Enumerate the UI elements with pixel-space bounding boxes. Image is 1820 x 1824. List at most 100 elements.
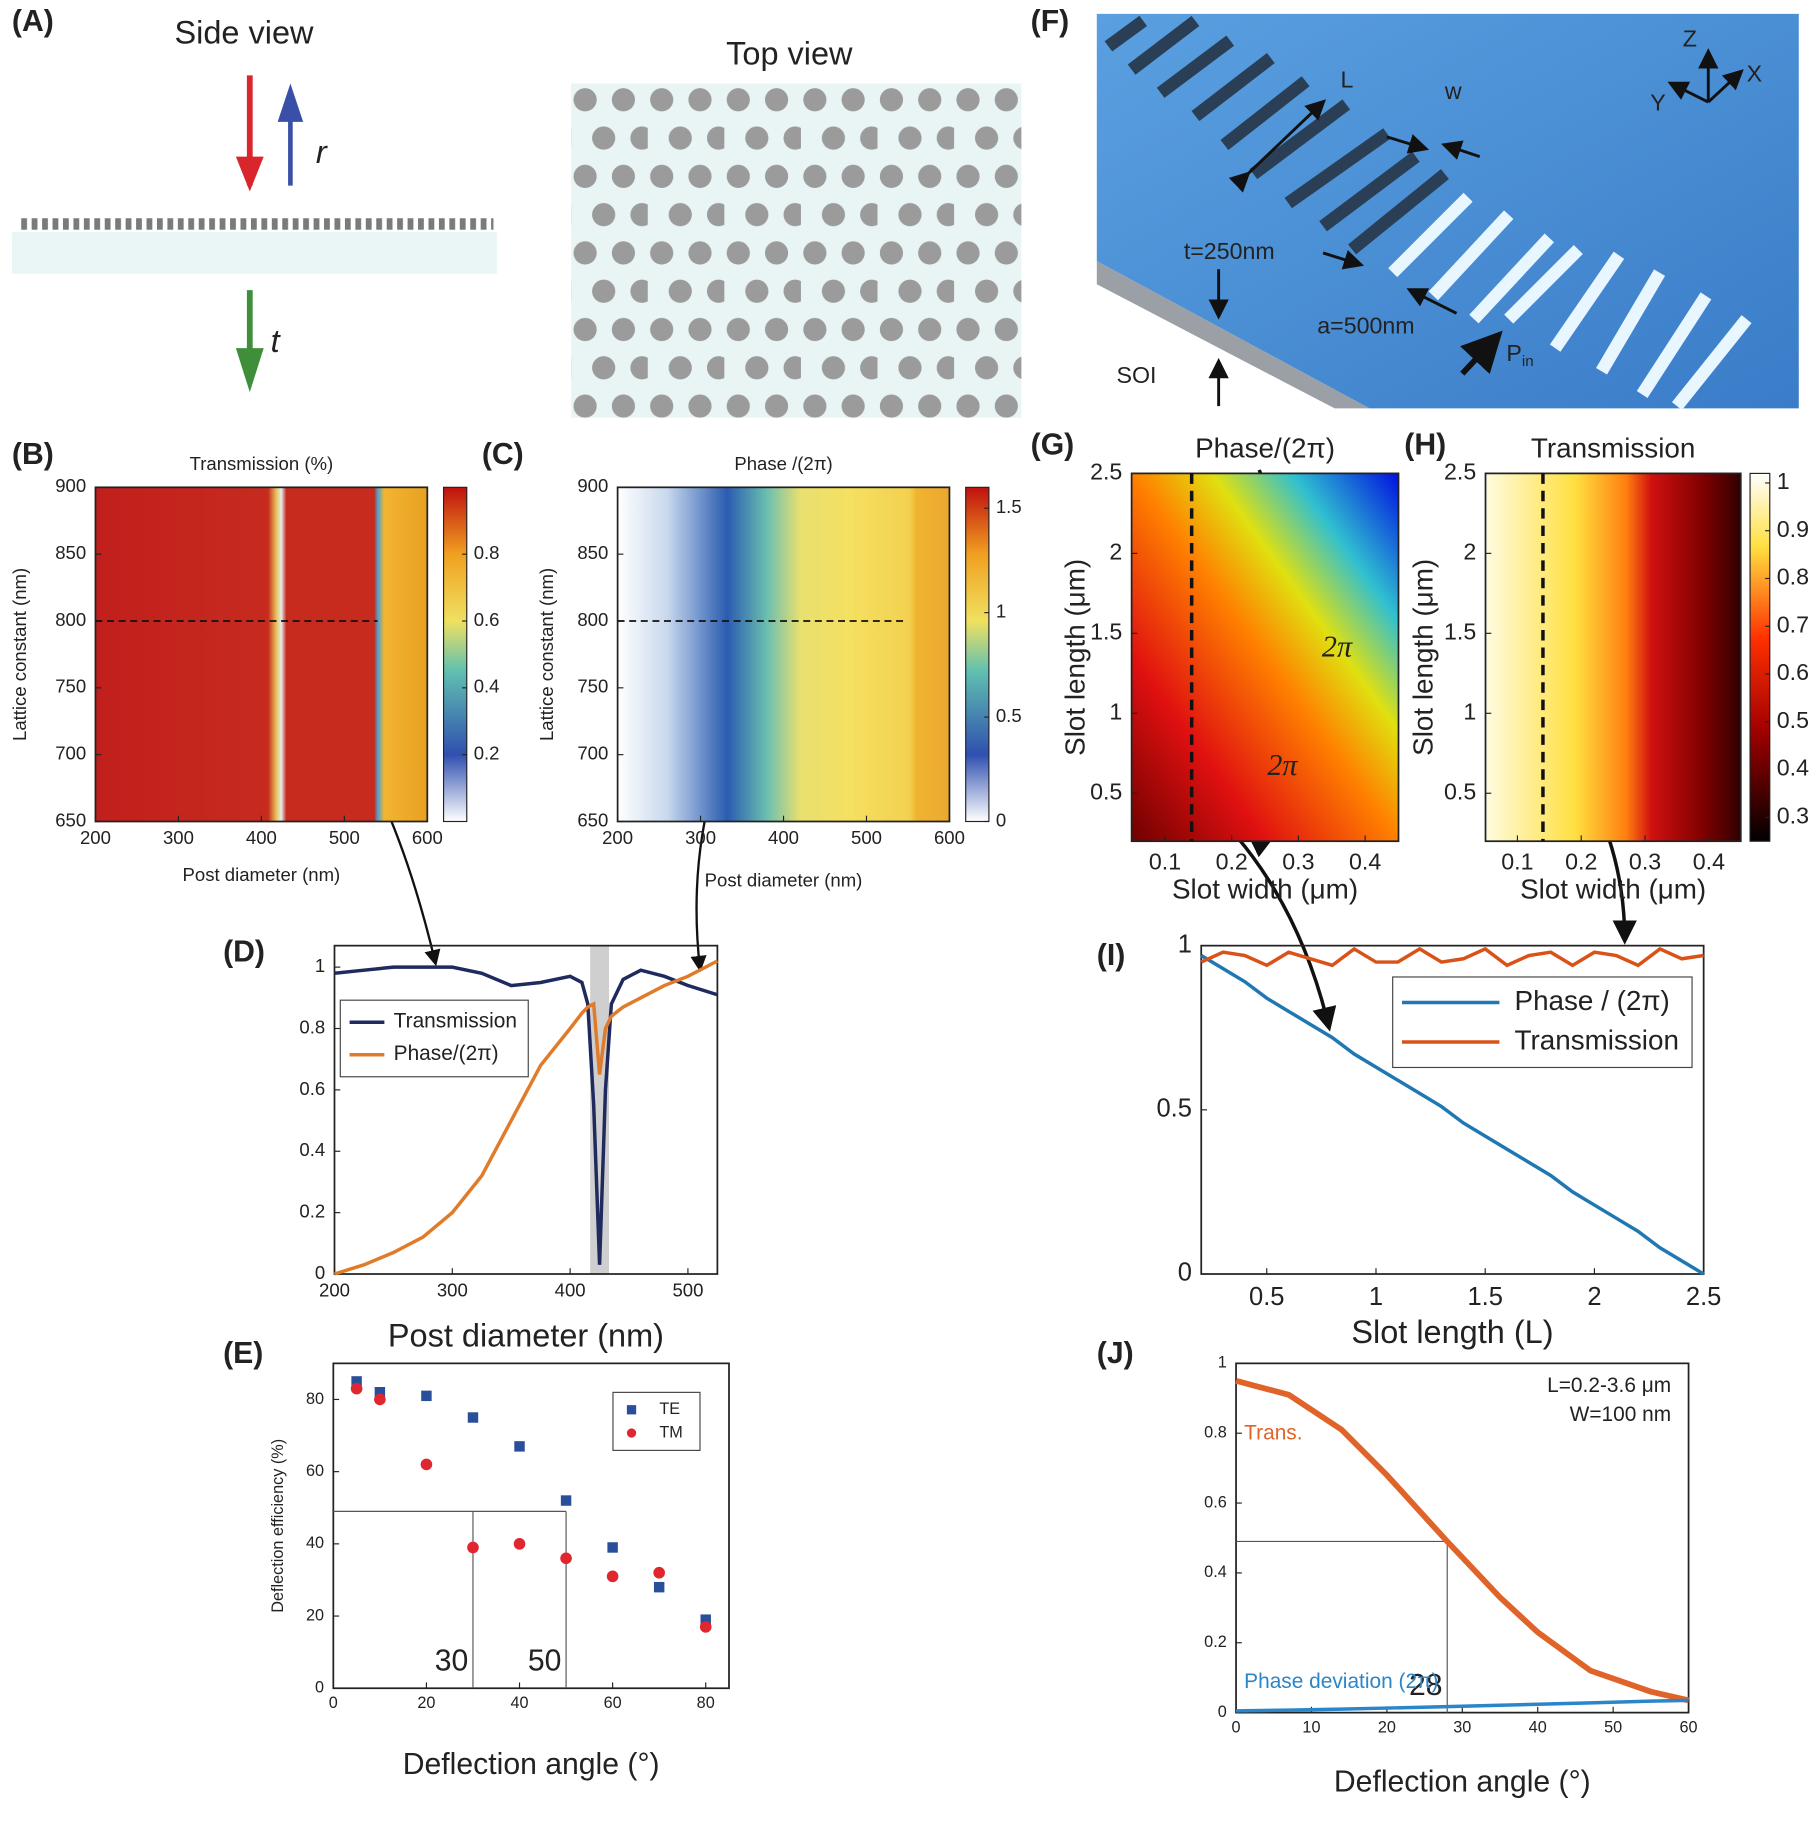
x-tick-label: 0: [329, 1694, 338, 1712]
x-tick-label: 0.5: [1249, 1283, 1284, 1311]
annotation: W=100 nm: [1570, 1403, 1672, 1426]
colorbar: [442, 486, 468, 823]
point: [374, 1393, 386, 1406]
colorbar-tick-label: 1: [996, 601, 1006, 622]
x-tick-label: 80: [697, 1694, 715, 1712]
x-tick-label: 30: [1453, 1718, 1471, 1736]
x-tick-label: 300: [437, 1280, 468, 1301]
chart-title: Phase/(2π): [1195, 433, 1335, 464]
x-tick-label: 0: [1232, 1718, 1241, 1736]
y-tick-label: 20: [306, 1606, 324, 1624]
x-tick-label: 300: [685, 827, 716, 848]
y-tick-label: 850: [577, 542, 608, 563]
colorbar-tick-label: 0.5: [1777, 707, 1809, 733]
chart-title: Transmission (%): [190, 453, 334, 474]
x-axis-label: Slot length (L): [1351, 1314, 1553, 1350]
x-tick-label: 0.1: [1149, 848, 1181, 874]
x-tick-label: 0.4: [1349, 848, 1381, 874]
heatmap: [617, 487, 950, 822]
point: [514, 1441, 525, 1452]
point: [351, 1376, 362, 1387]
legend-label: TE: [659, 1400, 680, 1418]
x-axis-label: Post diameter (nm): [705, 870, 863, 891]
colorbar-tick-label: 0.6: [474, 609, 500, 630]
y-tick-label: 1.5: [1090, 618, 1122, 644]
line: [1235, 1378, 1690, 1704]
panel-label: (F): [1031, 5, 1070, 38]
plot-frame: [332, 1362, 730, 1690]
x-tick-label: 0.4: [1693, 848, 1725, 874]
x-tick-label: 400: [246, 827, 277, 848]
y-tick-label: 0: [315, 1679, 324, 1697]
y-tick-label: 0.8: [1204, 1424, 1227, 1442]
x-tick-label: 500: [672, 1280, 703, 1301]
point: [653, 1566, 665, 1579]
x-axis-label: Post diameter (nm): [183, 864, 341, 885]
y-tick-label: 60: [306, 1462, 324, 1480]
y-tick-label: 0.4: [299, 1139, 325, 1160]
y-tick-label: 700: [55, 743, 86, 764]
line: [334, 965, 718, 1265]
x-tick-label: 1.5: [1467, 1283, 1502, 1311]
y-tick-label: 0.2: [1204, 1633, 1227, 1651]
x-tick-label: 60: [1680, 1718, 1698, 1736]
colorbar: [965, 486, 990, 823]
point: [513, 1538, 526, 1550]
input-label-sub: in: [1522, 353, 1534, 370]
y-tick-label: 1.5: [1444, 618, 1476, 644]
axis-label: Y: [1650, 90, 1665, 116]
y-tick-label: 900: [55, 475, 86, 496]
y-tick-label: 900: [577, 475, 608, 496]
y-axis-label: Deflection efficiency (%): [269, 1439, 287, 1613]
dimension-label: a=500nm: [1317, 312, 1414, 338]
y-tick-label: 40: [306, 1534, 324, 1552]
y-axis-label: Slot length (μm): [1408, 559, 1439, 756]
point: [607, 1542, 618, 1553]
y-tick-label: 0: [315, 1262, 325, 1283]
x-tick-label: 200: [80, 827, 111, 848]
y-axis-label: Lattice constant (nm): [9, 568, 30, 741]
y-tick-label: 2: [1109, 538, 1122, 564]
x-tick-label: 60: [604, 1694, 622, 1712]
y-tick-label: 0.5: [1156, 1095, 1191, 1123]
heatmap: [1485, 473, 1741, 842]
x-tick-label: 10: [1302, 1718, 1320, 1736]
y-tick-label: 1: [1463, 698, 1476, 724]
input-label: Pin: [1506, 340, 1533, 370]
panel-label: (D): [223, 936, 265, 969]
y-tick-label: 750: [55, 676, 86, 697]
legend-label: Transmission: [1515, 1024, 1679, 1055]
series-label: Phase deviation (2π): [1244, 1670, 1438, 1693]
colorbar-tick-label: 0.7: [1777, 611, 1809, 637]
y-tick-label: 0.8: [299, 1016, 325, 1037]
y-tick-label: 2.5: [1444, 459, 1476, 485]
point: [350, 1382, 363, 1395]
series-label: Trans.: [1244, 1422, 1302, 1445]
y-tick-label: 2: [1463, 538, 1476, 564]
y-axis-label: Slot length (μm): [1059, 559, 1090, 756]
legend-box: [339, 999, 529, 1078]
dimension-label: t=250nm: [1184, 238, 1275, 264]
colorbar-tick-label: 0.6: [1777, 659, 1809, 685]
panel-label: (C): [482, 438, 524, 471]
y-tick-label: 80: [306, 1390, 324, 1408]
y-tick-label: 650: [55, 809, 86, 830]
x-tick-label: 40: [510, 1694, 528, 1712]
colorbar-tick-label: 0.4: [1777, 755, 1809, 781]
annotation: L=0.2-3.6 μm: [1547, 1374, 1671, 1397]
x-tick-label: 40: [1529, 1718, 1547, 1736]
line: [333, 959, 719, 1276]
panel-label: (E): [223, 1337, 263, 1370]
legend-label: Phase/(2π): [394, 1042, 499, 1065]
marker-label: 30: [435, 1645, 469, 1678]
y-tick-label: 0: [1178, 1259, 1192, 1287]
x-tick-label: 600: [934, 827, 965, 848]
x-tick-label: 0.1: [1501, 848, 1533, 874]
chart-title: Phase /(2π): [734, 453, 832, 474]
y-tick-label: 800: [577, 609, 608, 630]
x-tick-label: 2: [1587, 1283, 1601, 1311]
axis-label: Z: [1683, 26, 1697, 52]
colorbar-tick-label: 0.9: [1777, 516, 1809, 542]
